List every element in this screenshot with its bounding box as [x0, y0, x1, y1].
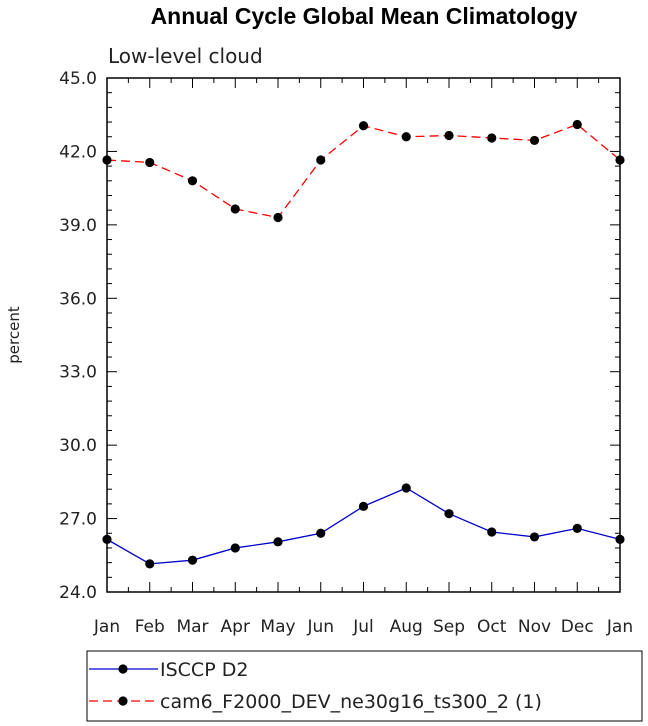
- axis-ticks: Jan Feb Mar Apr May Jun Jul Aug Sep Oct Nov Dec Jan 2…: [59, 69, 633, 637]
- chart-title: Annual Cycle Global Mean Climatology: [151, 3, 578, 29]
- series-layer: [102, 119, 625, 569]
- data-point: [230, 204, 240, 214]
- y-tick-label: 24.0: [59, 583, 97, 603]
- data-point: [102, 155, 112, 165]
- data-point: [615, 534, 625, 544]
- plot-frame: [106, 77, 621, 593]
- data-point: [316, 528, 326, 538]
- data-point: [102, 534, 112, 544]
- data-point: [358, 501, 369, 511]
- data-point: [615, 155, 625, 165]
- x-tick-label: Nov: [518, 617, 551, 637]
- series-1: [102, 483, 625, 569]
- data-point: [401, 483, 411, 493]
- x-tick-label: Apr: [221, 617, 250, 637]
- x-tick-label: Jul: [352, 617, 374, 637]
- data-point: [401, 132, 411, 142]
- series-line: [106, 123, 621, 219]
- data-point: [273, 537, 283, 547]
- data-point: [230, 543, 240, 553]
- data-point: [145, 559, 155, 569]
- data-point: [444, 130, 454, 141]
- x-tick-label: Sep: [433, 617, 465, 637]
- x-tick-label: May: [260, 617, 295, 637]
- legend-label: cam6_F2000_DEV_ne30g16_ts300_2 (1): [160, 691, 542, 713]
- y-tick-label: 30.0: [59, 436, 97, 456]
- y-tick-label: 45.0: [59, 69, 97, 89]
- legend-swatch-marker: [118, 696, 128, 706]
- data-point: [187, 176, 198, 186]
- y-tick-label: 39.0: [59, 216, 97, 236]
- x-tick-label: Feb: [135, 617, 165, 637]
- legend-box: [86, 650, 643, 722]
- y-tick-label: 42.0: [59, 142, 97, 162]
- y-tick-label: 36.0: [59, 289, 97, 309]
- data-point: [316, 155, 326, 165]
- data-point: [273, 212, 283, 223]
- legend: ISCCP D2 cam6_F2000_DEV_ne30g16_ts300_2 (…: [86, 650, 643, 722]
- data-point: [145, 157, 155, 168]
- x-tick-label: Mar: [176, 617, 208, 637]
- series-2: [102, 119, 625, 223]
- data-point: [572, 119, 582, 130]
- data-point: [529, 135, 540, 146]
- data-point: [444, 509, 454, 519]
- x-tick-label: Dec: [561, 617, 594, 637]
- y-tick-label: 27.0: [59, 510, 97, 530]
- x-tick-label: Jan: [93, 617, 120, 637]
- x-tick-label: Aug: [390, 617, 423, 637]
- data-point: [187, 555, 198, 565]
- y-tick-label: 33.0: [59, 363, 97, 383]
- y-axis-label: percent: [5, 306, 23, 364]
- x-tick-label: Jun: [306, 617, 334, 637]
- legend-swatch-marker: [118, 664, 128, 674]
- x-tick-label: Jan: [606, 617, 633, 637]
- chart-subtitle: Low-level cloud: [108, 44, 263, 68]
- x-tick-label: Oct: [477, 617, 507, 637]
- data-point: [487, 133, 497, 143]
- data-point: [487, 527, 497, 537]
- data-point: [358, 121, 369, 131]
- series-line: [106, 487, 621, 565]
- legend-label: ISCCP D2: [160, 659, 248, 681]
- data-point: [529, 532, 540, 542]
- data-point: [572, 523, 582, 533]
